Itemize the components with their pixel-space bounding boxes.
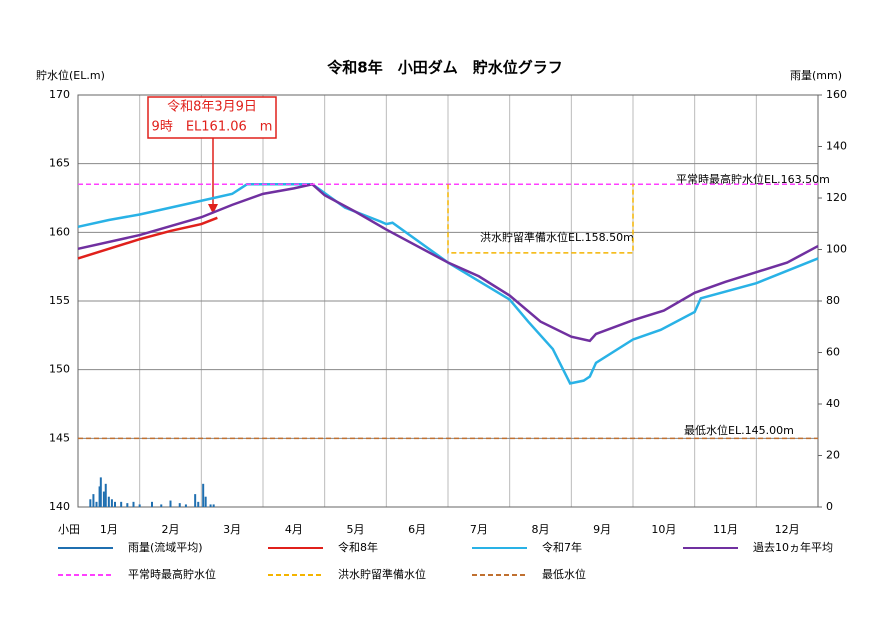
- series-line: [77, 216, 218, 260]
- y2-tick-label: 140: [826, 140, 847, 153]
- rain-bar: [99, 477, 102, 507]
- legend-label: 過去10ヵ年平均: [753, 540, 833, 554]
- y-tick-label: 140: [49, 500, 70, 513]
- legend-label: 雨量(流域平均): [128, 540, 203, 554]
- x-tick-label: 6月: [408, 523, 426, 536]
- callout-arrowhead: [208, 204, 218, 214]
- rain-bar: [202, 483, 205, 507]
- annotation: 洪水貯留準備水位EL.158.50m: [480, 230, 634, 244]
- x-tick-label: 5月: [347, 523, 365, 536]
- annotation: 平常時最高貯水位EL.163.50m: [676, 172, 830, 186]
- rain-bar: [110, 499, 113, 507]
- x-tick-label: 2月: [162, 523, 180, 536]
- y-tick-label: 150: [49, 363, 70, 376]
- rain-bar: [98, 486, 101, 507]
- rain-bar: [169, 500, 172, 507]
- rain-bar: [104, 483, 107, 507]
- rain-bar: [209, 504, 212, 507]
- rain-bar: [95, 501, 98, 507]
- rain-bar: [138, 504, 141, 507]
- rain-bar: [89, 499, 92, 507]
- x-axis-label: 小田: [58, 523, 80, 536]
- rain-bar: [178, 503, 181, 507]
- rain-bar: [151, 501, 153, 507]
- rain-bar: [92, 494, 95, 507]
- x-tick-label: 12月: [775, 523, 800, 536]
- y2-tick-label: 100: [826, 243, 847, 256]
- y-axis-label: 貯水位(EL.m): [36, 68, 105, 82]
- y2-tick-label: 40: [826, 397, 840, 410]
- callout-text: 9時 EL161.06 m: [152, 120, 273, 135]
- rain-bar: [126, 503, 129, 507]
- y2-tick-label: 0: [826, 500, 833, 513]
- x-tick-label: 9月: [593, 523, 611, 536]
- rain-bar: [197, 501, 200, 507]
- rain-bar: [102, 491, 105, 507]
- legend-label: 洪水貯留準備水位: [338, 567, 426, 581]
- y-tick-label: 155: [49, 294, 70, 307]
- legend-label: 令和8年: [338, 540, 378, 554]
- rain-bar: [107, 496, 110, 507]
- rain-bar: [184, 504, 187, 507]
- y-tick-label: 160: [49, 225, 70, 238]
- rain-bar: [194, 494, 197, 507]
- x-tick-label: 11月: [713, 523, 738, 536]
- x-tick-label: 10月: [651, 523, 676, 536]
- y-tick-label: 170: [49, 88, 70, 101]
- y-tick-label: 165: [49, 157, 70, 170]
- rain-bar: [132, 501, 135, 507]
- y2-tick-label: 120: [826, 191, 847, 204]
- legend-label: 平常時最高貯水位: [128, 567, 216, 581]
- chart-title: 令和8年 小田ダム 貯水位グラフ: [327, 59, 562, 77]
- rain-bar: [204, 496, 207, 507]
- series-line: [77, 182, 819, 343]
- rain-bar: [120, 501, 123, 507]
- legend-label: 最低水位: [542, 567, 586, 581]
- annotation: 最低水位EL.145.00m: [684, 423, 794, 437]
- y2-tick-label: 80: [826, 294, 840, 307]
- x-tick-label: 1月: [100, 523, 118, 536]
- callout-box: [147, 96, 277, 139]
- x-tick-label: 7月: [470, 523, 488, 536]
- x-tick-label: 8月: [532, 523, 550, 536]
- callout-text: 令和8年3月9日: [167, 100, 257, 115]
- y2-tick-label: 20: [826, 449, 840, 462]
- x-tick-label: 4月: [285, 523, 303, 536]
- rain-bar: [114, 501, 116, 507]
- y2-axis-label: 雨量(mm): [790, 69, 842, 82]
- legend-label: 令和7年: [542, 540, 582, 554]
- series-line: [77, 183, 819, 385]
- x-tick-label: 3月: [223, 523, 241, 536]
- rain-bar: [212, 504, 215, 507]
- y-tick-label: 145: [49, 431, 70, 444]
- y2-tick-label: 60: [826, 346, 840, 359]
- rain-bar: [160, 504, 163, 507]
- reference-line: [447, 184, 634, 254]
- y2-tick-label: 160: [826, 88, 847, 101]
